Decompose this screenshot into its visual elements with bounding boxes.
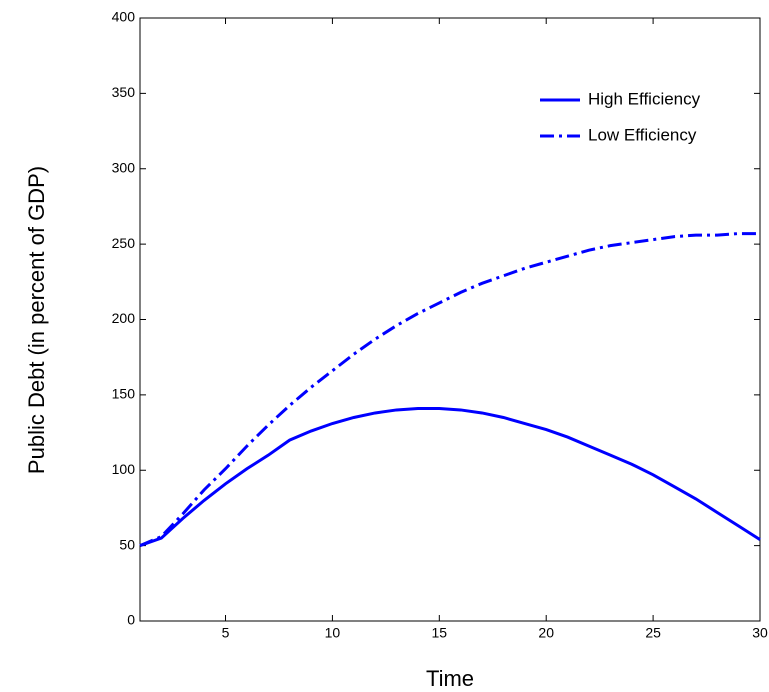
x-tick-label: 25 [645,625,661,641]
y-axis-title: Public Debt (in percent of GDP) [24,166,49,474]
x-tick-label: 5 [222,625,230,641]
y-tick-label: 0 [127,612,135,628]
x-tick-label: 15 [432,625,448,641]
x-tick-label: 10 [325,625,341,641]
y-tick-label: 50 [119,536,135,552]
y-tick-label: 400 [112,9,136,25]
y-tick-label: 150 [112,386,136,402]
x-tick-label: 30 [752,625,768,641]
legend-label: High Efficiency [588,89,701,108]
x-tick-label: 20 [538,625,554,641]
line-series [139,406,761,548]
y-tick-label: 100 [112,461,136,477]
line-series [139,232,760,548]
legend-label: Low Efficiency [588,125,697,144]
x-axis-title: Time [426,666,474,691]
y-tick-label: 300 [112,159,136,175]
y-tick-label: 250 [112,235,136,251]
y-tick-label: 200 [112,310,136,326]
y-tick-label: 350 [112,84,136,100]
